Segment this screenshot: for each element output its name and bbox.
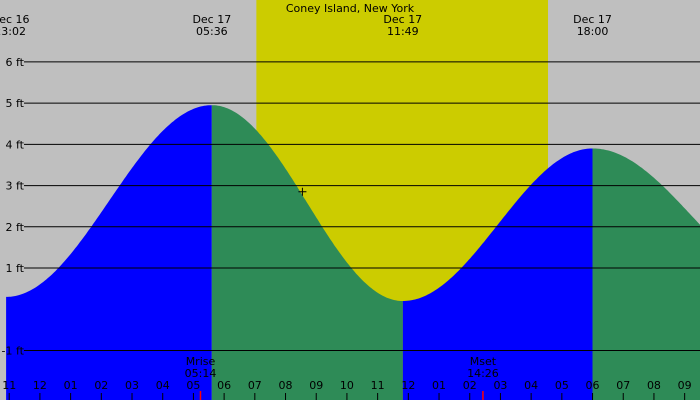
extreme-date-label: Dec 17 xyxy=(192,13,231,26)
rising-tide-area xyxy=(402,148,593,400)
hour-tick-label: 09 xyxy=(309,379,323,392)
y-tick-label: 5 ft xyxy=(6,97,25,110)
y-tick-label: 6 ft xyxy=(6,56,25,69)
extreme-date-label: Dec 17 xyxy=(383,13,422,26)
hour-tick-label: 08 xyxy=(279,379,293,392)
hour-tick-label: 01 xyxy=(432,379,446,392)
extreme-time-label: 18:00 xyxy=(577,25,609,38)
hour-tick-label: 06 xyxy=(586,379,600,392)
hour-tick-label: 12 xyxy=(33,379,47,392)
extreme-time-label: 23:02 xyxy=(0,25,26,38)
hour-tick-label: 04 xyxy=(156,379,170,392)
rising-tide-area xyxy=(6,105,212,400)
hour-tick-label: 03 xyxy=(125,379,139,392)
extreme-time-label: 11:49 xyxy=(387,25,419,38)
hour-tick-label: 04 xyxy=(524,379,538,392)
moon-event-time: 05:14 xyxy=(185,367,217,380)
hour-tick-label: 06 xyxy=(217,379,231,392)
moon-event-label: Mrise xyxy=(186,355,216,368)
falling-tide-area xyxy=(592,148,700,400)
hour-tick-label: 11 xyxy=(371,379,385,392)
moon-event-time: 14:26 xyxy=(467,367,499,380)
chart-title: Coney Island, New York xyxy=(286,2,415,15)
hour-tick-label: 05 xyxy=(186,379,200,392)
hour-tick-label: 02 xyxy=(463,379,477,392)
hour-tick-label: 05 xyxy=(555,379,569,392)
y-tick-label: 2 ft xyxy=(6,221,25,234)
hour-tick-label: 11 xyxy=(2,379,16,392)
extreme-time-label: 05:36 xyxy=(196,25,228,38)
hour-tick-label: 08 xyxy=(647,379,661,392)
hour-tick-label: 07 xyxy=(248,379,262,392)
hour-tick-label: 07 xyxy=(616,379,630,392)
hour-tick-label: 02 xyxy=(94,379,108,392)
hour-tick-label: 03 xyxy=(493,379,507,392)
extreme-date-label: Dec 16 xyxy=(0,13,30,26)
hour-tick-label: 12 xyxy=(401,379,415,392)
y-tick-label: 4 ft xyxy=(6,138,25,151)
y-tick-label: 3 ft xyxy=(6,180,25,193)
y-tick-label: 1 ft xyxy=(6,262,25,275)
hour-tick-label: 10 xyxy=(340,379,354,392)
falling-tide-area xyxy=(211,105,403,400)
y-tick-label: -1 ft xyxy=(2,345,25,358)
hour-tick-label: 01 xyxy=(64,379,78,392)
moon-event-label: Mset xyxy=(470,355,497,368)
extreme-date-label: Dec 17 xyxy=(573,13,612,26)
hour-tick-label: 09 xyxy=(678,379,692,392)
crosshair-cursor-icon xyxy=(298,187,307,196)
